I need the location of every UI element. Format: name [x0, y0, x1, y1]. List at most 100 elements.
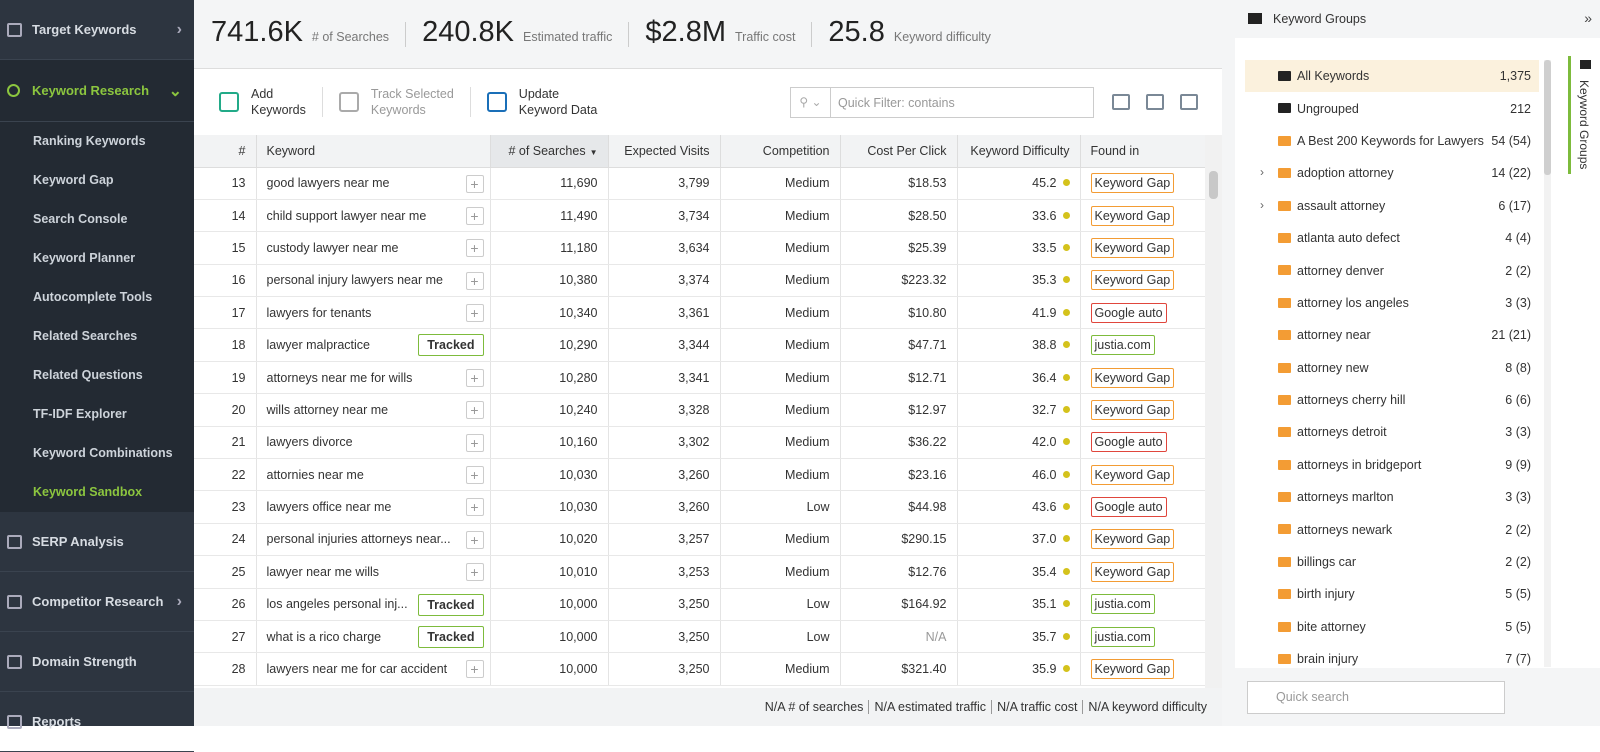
cell-text: 15	[231, 240, 246, 255]
add-button[interactable]: +	[465, 433, 484, 452]
add-button[interactable]: +	[465, 466, 484, 485]
group-row[interactable]: Ungrouped 212	[1245, 92, 1539, 124]
groups-scrollbar[interactable]	[1544, 60, 1551, 667]
table-row[interactable]: 17 lawyers for tenants +10,340 3,361 Medium $…	[194, 296, 1206, 330]
nav-item[interactable]: TF-IDF Explorer	[33, 407, 127, 421]
nav-item[interactable]: Keyword Gap	[33, 173, 114, 187]
nav-section[interactable]: Domain Strength	[0, 632, 194, 692]
group-row[interactable]: A Best 200 Keywords for Lawyers 54 (54)	[1245, 125, 1539, 157]
expand-arrow[interactable]: ›	[1260, 165, 1264, 180]
add-button[interactable]: +	[465, 304, 484, 323]
groups-tab[interactable]: Keyword Groups	[1568, 56, 1598, 174]
add-button[interactable]: +	[465, 271, 484, 290]
cell-text: Medium	[785, 435, 830, 450]
nav-section[interactable]: Keyword Research ⌄	[0, 60, 194, 122]
nav-item[interactable]: Related Questions	[33, 368, 143, 382]
group-row[interactable]: attorney near 21 (21)	[1245, 319, 1539, 351]
table-row[interactable]: 15 custody lawyer near me +11,180 3,634 Medi…	[194, 231, 1206, 265]
scrollbar[interactable]	[1205, 135, 1222, 688]
column-header[interactable]: Expected Visits	[608, 135, 721, 168]
add-button[interactable]: +	[465, 563, 484, 582]
view-button[interactable]	[1146, 94, 1164, 110]
toolbar-button[interactable]: Add Keywords	[219, 87, 323, 117]
nav-item[interactable]: Related Searches	[33, 329, 138, 343]
group-row[interactable]: attorneys in bridgeport 9 (9)	[1245, 449, 1539, 481]
add-button[interactable]: +	[465, 401, 484, 420]
table-row[interactable]: 18 lawyer malpractice Tracked 10,290 3,344 Me…	[194, 328, 1206, 362]
column-header[interactable]: Found in	[1080, 135, 1206, 168]
table-row[interactable]: 27 what is a rico charge Tracked 10,000 3,25…	[194, 620, 1206, 654]
nav-section[interactable]: Target Keywords ›	[0, 0, 194, 60]
splitter[interactable]	[1222, 0, 1235, 726]
group-row[interactable]: attorneys newark 2 (2)	[1245, 513, 1539, 545]
table-row[interactable]: 24 personal injuries attorneys near... +10…	[194, 523, 1206, 557]
difficulty-dot	[1062, 503, 1070, 511]
column-header[interactable]: Competition	[720, 135, 841, 168]
filter-icon[interactable]: ⚲ ⌄	[791, 88, 831, 117]
group-row[interactable]: attorney los angeles 3 (3)	[1245, 287, 1539, 319]
column-header[interactable]: Cost Per Click	[840, 135, 958, 168]
group-row[interactable]: atlanta auto defect 4 (4)	[1245, 222, 1539, 254]
add-button[interactable]: +	[465, 660, 484, 679]
column-header[interactable]: Keyword Difficulty	[957, 135, 1081, 168]
cell-keyword: attorneys near me for wills +	[256, 361, 491, 395]
cell-text: 10,010	[559, 564, 598, 579]
add-button[interactable]: +	[465, 206, 484, 225]
group-row[interactable]: › assault attorney 6 (17)	[1245, 190, 1539, 222]
filter-button[interactable]	[1112, 94, 1130, 110]
add-button[interactable]: +	[465, 174, 484, 193]
group-row[interactable]: All Keywords 1,375	[1245, 60, 1539, 93]
nav-item[interactable]: Keyword Combinations	[33, 446, 173, 460]
quick-search[interactable]: Quick search	[1247, 681, 1505, 714]
collapse-button[interactable]: »	[1584, 10, 1592, 26]
group-row[interactable]: billings car 2 (2)	[1245, 546, 1539, 578]
group-count: 5 (5)	[1505, 619, 1531, 634]
nav-section[interactable]: Reports	[0, 692, 194, 752]
group-row[interactable]: brain injury 7 (7)	[1245, 643, 1539, 675]
keyword-text: lawyers office near me	[266, 500, 392, 515]
table-row[interactable]: 25 lawyer near me wills +10,010 3,253 Medium…	[194, 555, 1206, 589]
export-button[interactable]	[1180, 94, 1198, 110]
add-button[interactable]: +	[465, 239, 484, 258]
nav-item[interactable]: Ranking Keywords	[33, 134, 146, 148]
group-row[interactable]: attorney new 8 (8)	[1245, 352, 1539, 384]
nav-item[interactable]: Autocomplete Tools	[33, 290, 153, 304]
group-row[interactable]: attorneys marlton 3 (3)	[1245, 481, 1539, 513]
toolbar-button[interactable]: Track Selected Keywords	[338, 87, 471, 117]
group-row[interactable]: bite attorney 5 (5)	[1245, 611, 1539, 643]
add-button[interactable]: +	[465, 368, 484, 387]
difficulty-value: 45.2	[1032, 176, 1057, 191]
nav-item[interactable]: Keyword Sandbox	[33, 485, 143, 499]
column-header[interactable]: #	[194, 135, 257, 168]
table-row[interactable]: 26 los angeles personal inj... Tracked 10,0…	[194, 588, 1206, 621]
table-row[interactable]: 20 wills attorney near me +10,240 3,328 Medi…	[194, 393, 1206, 427]
quick-filter[interactable]: ⚲ ⌄ Quick Filter: contains	[790, 87, 1094, 118]
toolbar-button[interactable]: Update Keyword Data	[486, 87, 614, 117]
group-row[interactable]: attorney denver 2 (2)	[1245, 254, 1539, 286]
table-row[interactable]: 21 lawyers divorce +10,160 3,302 Medium $36.2…	[194, 426, 1206, 460]
column-header[interactable]: Keyword	[256, 135, 491, 168]
table-row[interactable]: 16 personal injury lawyers near me +10,380…	[194, 264, 1206, 298]
group-row[interactable]: › adoption attorney 14 (22)	[1245, 157, 1539, 189]
column-header[interactable]: # of Searches ▼	[490, 135, 609, 168]
table-row[interactable]: 28 lawyers near me for car accident +10,00…	[194, 652, 1206, 686]
nav-section[interactable]: SERP Analysis	[0, 512, 194, 572]
nav-item[interactable]: Search Console	[33, 212, 128, 226]
add-button[interactable]: +	[465, 530, 484, 549]
table-row[interactable]: 23 lawyers office near me +10,030 3,260 Low $…	[194, 490, 1206, 524]
cell-competition: Medium	[720, 652, 841, 686]
group-row[interactable]: birth injury 5 (5)	[1245, 578, 1539, 610]
table-row[interactable]: 13 good lawyers near me +11,690 3,799 Medium…	[194, 167, 1206, 200]
table-row[interactable]: 19 attorneys near me for wills +10,280 3,34…	[194, 361, 1206, 395]
group-count: 4 (4)	[1505, 231, 1531, 246]
table-row[interactable]: 22 attornies near me +10,030 3,260 Medium $23…	[194, 458, 1206, 492]
nav-item[interactable]: Keyword Planner	[33, 251, 136, 265]
nav-section[interactable]: Competitor Research ›	[0, 572, 194, 632]
table-row[interactable]: 14 child support lawyer near me +11,490 3,7…	[194, 199, 1206, 233]
cell-cpc: $44.98	[840, 490, 958, 524]
difficulty-value: 41.9	[1032, 305, 1057, 320]
expand-arrow[interactable]: ›	[1260, 197, 1264, 212]
group-row[interactable]: attorneys cherry hill 6 (6)	[1245, 384, 1539, 416]
add-button[interactable]: +	[465, 498, 484, 517]
group-row[interactable]: attorneys detroit 3 (3)	[1245, 416, 1539, 448]
